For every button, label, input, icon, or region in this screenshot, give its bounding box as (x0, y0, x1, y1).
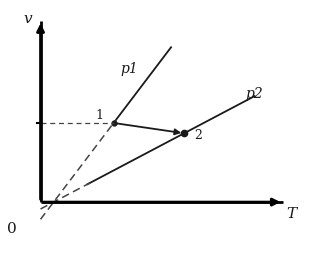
Text: T: T (286, 207, 296, 221)
Text: 2: 2 (195, 129, 202, 142)
Text: 0: 0 (7, 222, 17, 236)
Text: 1: 1 (95, 109, 103, 122)
Text: v: v (23, 12, 32, 26)
Text: p1: p1 (120, 62, 138, 76)
Text: p2: p2 (246, 87, 264, 101)
